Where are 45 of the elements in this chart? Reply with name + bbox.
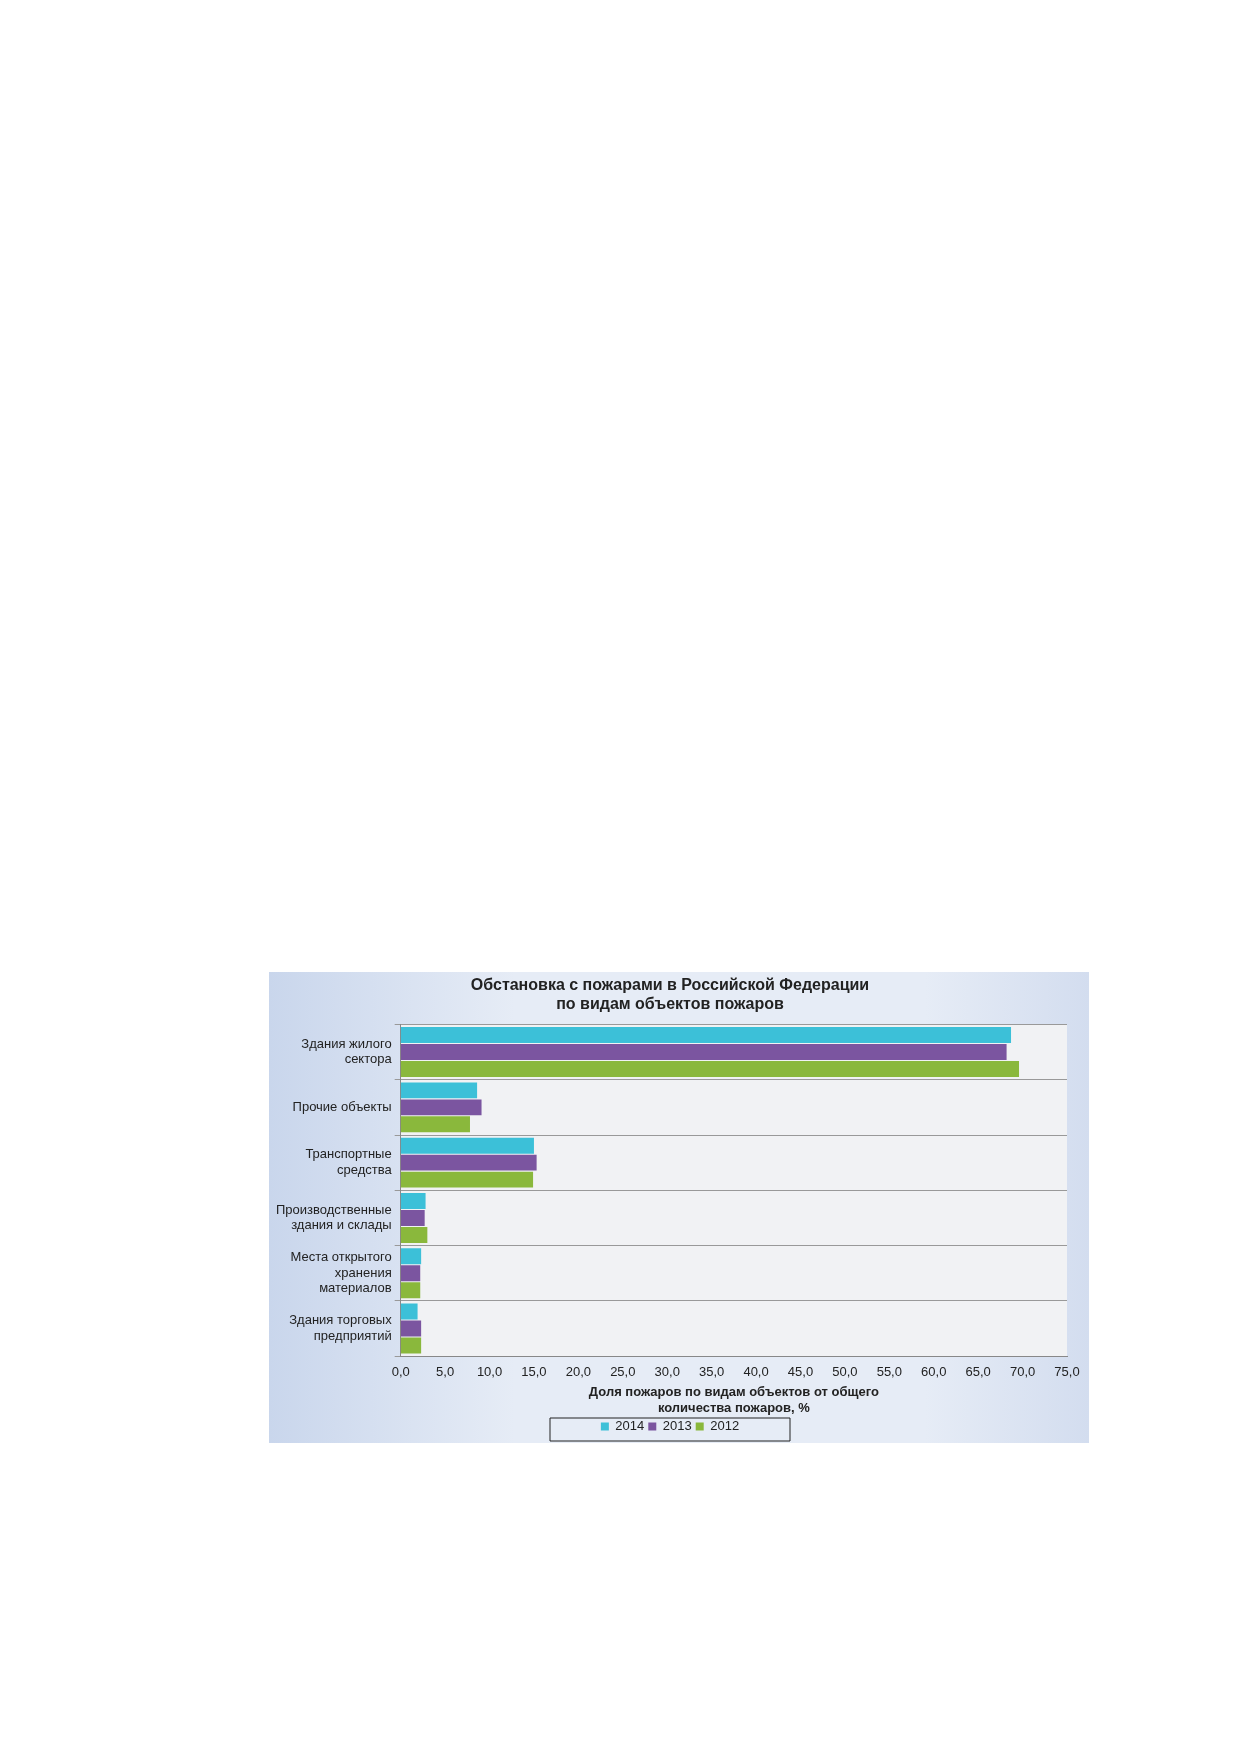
x-tick-label: 40,0 <box>743 1363 769 1379</box>
x-tick-label: 5,0 <box>436 1363 455 1379</box>
bar <box>400 1282 421 1299</box>
x-tick-label: 45,0 <box>787 1363 814 1379</box>
y-tick-label: Места открытого хранения материалов <box>290 1249 392 1296</box>
bar <box>400 1061 1020 1077</box>
bar <box>400 1044 1007 1061</box>
chart-title: Обстановка с пожарами в Российской Федерации по видам объектов пожаров <box>470 976 870 1013</box>
x-tick-label: 25,0 <box>610 1363 636 1379</box>
legend-label: 2012 <box>710 1418 740 1434</box>
bar <box>400 1209 425 1226</box>
bar <box>400 1116 470 1133</box>
y-tick-label: Здания жилого сектора <box>301 1035 393 1067</box>
bar <box>400 1099 482 1116</box>
bar <box>400 1337 422 1354</box>
x-tick-label: 35,0 <box>698 1363 725 1379</box>
x-tick-label: 50,0 <box>832 1363 858 1379</box>
x-tick-label: 60,0 <box>921 1363 947 1379</box>
bar <box>400 1248 422 1265</box>
x-tick-label: 0,0 <box>391 1363 410 1379</box>
bar <box>400 1137 534 1154</box>
y-tick-label: Прочие объекты <box>292 1098 392 1114</box>
x-tick-label: 30,0 <box>654 1363 680 1379</box>
x-tick-label: 20,0 <box>565 1363 592 1379</box>
bar <box>400 1265 421 1282</box>
bar <box>400 1082 478 1099</box>
x-tick-label: 65,0 <box>965 1363 991 1379</box>
x-tick-label: 10,0 <box>476 1363 503 1379</box>
legend-label: 2013 <box>662 1418 692 1434</box>
legend-label: 2014 <box>615 1418 645 1434</box>
y-tick-label: Транспортные средства <box>305 1146 393 1178</box>
x-tick-label: 55,0 <box>876 1363 902 1379</box>
bar <box>400 1226 428 1243</box>
bar <box>400 1320 422 1337</box>
y-tick-label: Производственные здания и склады <box>275 1201 392 1233</box>
bar <box>400 1027 1012 1044</box>
y-tick-label: Здания торговых предприятий <box>289 1312 393 1343</box>
bar <box>400 1154 537 1171</box>
x-tick-label: 70,0 <box>1009 1363 1036 1379</box>
bar <box>400 1193 426 1209</box>
bar <box>400 1171 534 1188</box>
x-axis-title: Доля пожаров по видам объектов от общего количества пожаров, % <box>588 1384 879 1415</box>
x-tick-label: 15,0 <box>521 1363 547 1379</box>
bar <box>400 1303 418 1320</box>
x-tick-label: 75,0 <box>1054 1363 1080 1379</box>
